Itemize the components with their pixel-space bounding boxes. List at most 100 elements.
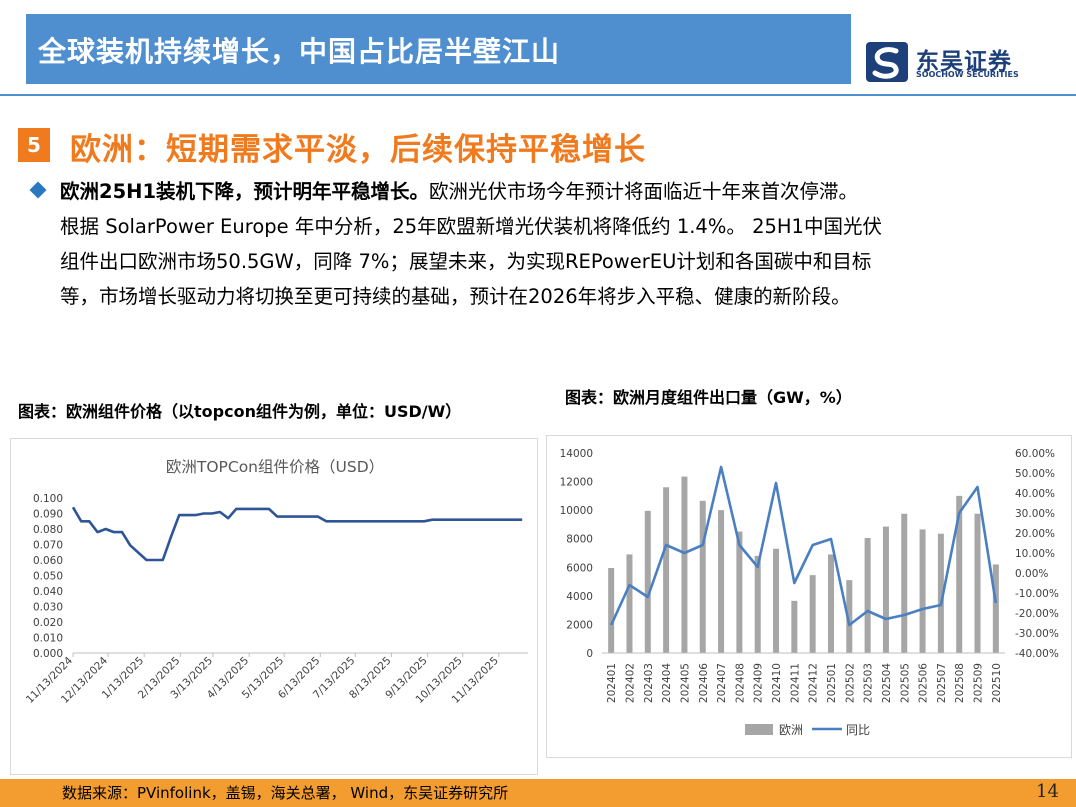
footer-bar: 数据来源：PVinfolink，盖锡，海关总署， Wind，东吴证券研究所 14	[0, 779, 1076, 807]
export-bar	[937, 533, 944, 653]
export-x-tick-label: 202502	[844, 663, 856, 703]
export-x-tick-label: 202406	[698, 663, 710, 703]
header-bar: 全球装机持续增长，中国占比居半壁江山	[26, 14, 851, 84]
price-y-tick-label: 0.060	[33, 555, 63, 567]
export-y-right-tick-label: 20.00%	[1015, 528, 1055, 540]
export-x-tick-label: 202505	[899, 663, 911, 703]
export-y-left-tick-label: 14000	[560, 448, 593, 460]
export-x-tick-label: 202507	[936, 663, 948, 703]
price-y-tick-label: 0.080	[33, 524, 63, 536]
export-bar	[992, 564, 999, 653]
export-chart-panel: 0 2000 4000 6000 8000 10000 12000 14000 -40.00% -…	[546, 435, 1072, 758]
export-x-tick-label: 202506	[918, 663, 930, 703]
export-y-left-tick-label: 0	[586, 648, 593, 660]
export-y-left-tick-label: 12000	[560, 477, 593, 489]
export-y-left-tick-label: 6000	[566, 562, 593, 574]
export-x-tick-label: 202408	[734, 663, 746, 703]
price-y-tick-label: 0.090	[33, 509, 63, 521]
price-y-tick-label: 0.020	[33, 617, 63, 629]
export-bar	[791, 600, 798, 653]
export-x-tick-label: 202402	[624, 663, 636, 703]
export-bar	[626, 554, 633, 653]
export-x-tick-label: 202401	[606, 663, 618, 703]
export-x-tick-label: 202403	[643, 663, 655, 703]
bullet-diamond-icon	[29, 181, 47, 199]
brand-logo: 东吴证券 SOOCHOW SECURITIES	[866, 42, 1056, 82]
export-bar	[974, 513, 981, 653]
export-x-tick-label: 202405	[679, 663, 691, 703]
export-bar	[718, 510, 725, 653]
export-bar	[919, 529, 926, 653]
price-y-tick-label: 0.010	[33, 633, 63, 645]
legend-bar-swatch	[745, 724, 773, 735]
price-chart-panel: 欧洲TOPCon组件价格（USD） 0.000 0.010 0.020 0.030 0.0…	[10, 438, 538, 775]
export-x-tick-label: 202412	[808, 663, 820, 703]
export-bar	[681, 476, 688, 653]
legend-line-label: 同比	[846, 723, 870, 737]
export-y-right-tick-label: -20.00%	[1015, 608, 1059, 620]
export-bar	[608, 568, 615, 653]
body-line-1: 欧洲25H1装机下降，预计明年平稳增长。欧洲光伏市场今年预计将面临近十年来首次停…	[60, 174, 1060, 209]
price-y-tick-label: 0.050	[33, 571, 63, 583]
export-combo-chart: 0 2000 4000 6000 8000 10000 12000 14000 -40.00% -…	[560, 448, 1059, 737]
export-y-right-tick-label: 60.00%	[1015, 448, 1055, 460]
export-y-right-tick-label: 0.00%	[1015, 568, 1048, 580]
export-x-tick-label: 202407	[716, 663, 728, 703]
price-y-tick-label: 0.070	[33, 540, 63, 552]
body-line-3: 组件出口欧洲市场50.5GW，同降 7%；展望未来，为实现REPowerEU计划…	[60, 250, 872, 273]
export-y-right-tick-label: 10.00%	[1015, 548, 1055, 560]
export-bar	[809, 575, 816, 653]
body-line-4: 等，市场增长驱动力将切换至更可持续的基础，预计在2026年将步入平稳、健康的新阶…	[60, 285, 851, 308]
body-lead: 欧洲25H1装机下降，预计明年平稳增长。	[60, 180, 430, 203]
body-line-1-rest: 欧洲光伏市场今年预计将面临近十年来首次停滞。	[429, 180, 859, 203]
left-chart-caption: 图表：欧洲组件价格（以topcon组件为例，单位：USD/W）	[18, 402, 462, 421]
export-x-tick-label: 202508	[954, 663, 966, 703]
section-title: 欧洲：短期需求平淡，后续保持平稳增长	[70, 132, 646, 168]
export-x-tick-label: 202503	[863, 663, 875, 703]
header-divider	[0, 94, 1076, 96]
export-y-left-tick-label: 10000	[560, 505, 593, 517]
export-x-tick-label: 202410	[771, 663, 783, 703]
export-bar	[956, 495, 963, 653]
export-bar	[644, 510, 651, 653]
export-y-left-tick-label: 2000	[566, 619, 593, 631]
export-x-tick-label: 202510	[991, 663, 1003, 703]
export-y-left-tick-label: 8000	[566, 534, 593, 546]
export-y-left-tick-label: 4000	[566, 591, 593, 603]
export-bar	[882, 526, 889, 653]
export-y-right-tick-label: 40.00%	[1015, 488, 1055, 500]
export-bar	[827, 554, 834, 653]
yoy-series-line	[610, 465, 998, 627]
export-bar	[736, 531, 743, 653]
legend-bar-label: 欧洲	[779, 723, 803, 737]
export-x-tick-label: 202411	[789, 663, 801, 703]
price-y-tick-label: 0.000	[33, 648, 63, 660]
logo-name-en: SOOCHOW SECURITIES	[916, 70, 1019, 79]
section-number-badge: 5	[18, 128, 50, 162]
export-y-right-tick-label: 30.00%	[1015, 508, 1055, 520]
export-bar	[864, 538, 871, 653]
page-number: 14	[1036, 781, 1059, 802]
price-y-tick-label: 0.100	[33, 493, 63, 505]
price-series-line	[71, 506, 523, 562]
page-title: 全球装机持续增长，中国占比居半壁江山	[38, 35, 561, 68]
export-y-right-tick-label: 50.00%	[1015, 468, 1055, 480]
export-y-right-tick-label: -30.00%	[1015, 628, 1059, 640]
price-y-tick-label: 0.040	[33, 586, 63, 598]
export-x-tick-label: 202509	[973, 663, 985, 703]
body-line-2: 根据 SolarPower Europe 年中分析，25年欧盟新增光伏装机将降低…	[60, 215, 882, 238]
logo-name-cn: 东吴证券	[916, 49, 1012, 75]
export-y-right-tick-label: -10.00%	[1015, 588, 1059, 600]
export-y-right-tick-label: -40.00%	[1015, 648, 1059, 660]
price-y-tick-label: 0.030	[33, 602, 63, 614]
export-bar	[846, 580, 853, 653]
export-x-tick-label: 202504	[881, 663, 893, 703]
right-chart-caption: 图表：欧洲月度组件出口量（GW，%）	[565, 388, 852, 407]
export-bar	[663, 487, 670, 653]
price-line-chart: 欧洲TOPCon组件价格（USD） 0.000 0.010 0.020 0.030 0.0…	[24, 458, 528, 706]
export-x-tick-label: 202409	[753, 663, 765, 703]
price-chart-title: 欧洲TOPCon组件价格（USD）	[166, 458, 384, 476]
export-bar	[699, 500, 706, 653]
soochow-logo-icon	[866, 42, 908, 82]
export-x-tick-label: 202404	[661, 663, 673, 703]
